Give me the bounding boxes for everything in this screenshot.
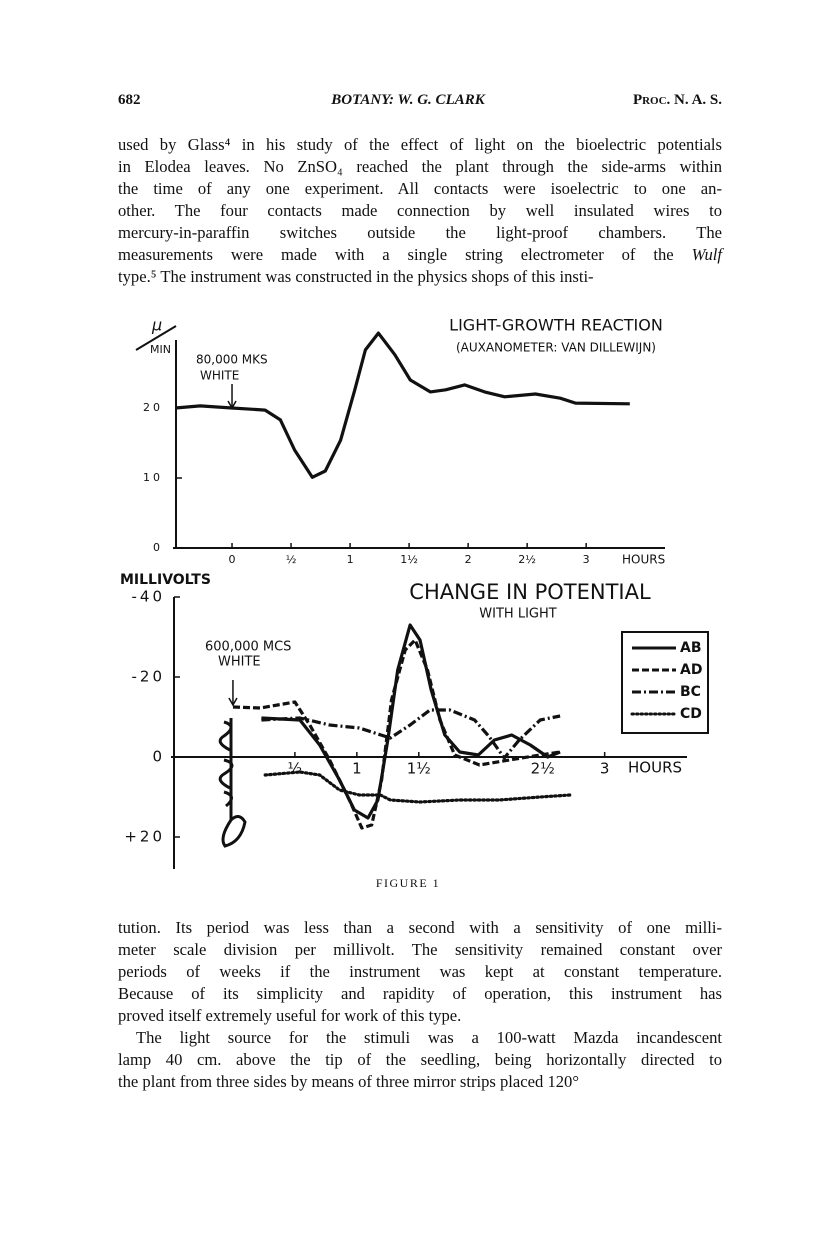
text-run: measurements were made with a single str…: [118, 245, 692, 264]
x-tick-label: 2: [465, 553, 472, 566]
text-run: lamp 40 cm. above the tip of the seedlin…: [118, 1050, 722, 1069]
text-run: meter scale division per millivolt. The …: [118, 940, 722, 959]
paragraph: tution. Its period was less than a secon…: [118, 917, 722, 1027]
text-run: periods of weeks if the instrument was k…: [118, 962, 722, 981]
text-line: proved itself extremely useful for work …: [118, 1005, 722, 1027]
y-tick-label: 0: [152, 748, 165, 766]
text-run: the plant from three sides by means of t…: [118, 1072, 579, 1091]
x-tick-label: 2½: [531, 760, 555, 778]
annotation: 80,000 MKS: [196, 353, 268, 367]
x-tick-label: 1½: [407, 760, 431, 778]
text-run: The light source for the stimuli was a 1…: [136, 1028, 722, 1047]
text-run: the time of any one experiment. All cont…: [118, 179, 722, 198]
x-tick-label: ½: [286, 553, 297, 566]
y-tick-label: 10: [143, 471, 163, 484]
y-tick-label: 0: [153, 541, 163, 554]
x-tick-label: 3: [600, 760, 610, 778]
y-tick-label: -20: [132, 668, 166, 686]
chart-subtitle: (AUXANOMETER: VAN DILLEWIJN): [456, 341, 656, 355]
text-run: mercury-in-paraffin switches outside the…: [118, 223, 722, 242]
text-run: type.⁵ The instrument was constructed in…: [118, 267, 594, 286]
paragraph: used by Glass⁴ in his study of the effec…: [118, 134, 722, 288]
text-line: used by Glass⁴ in his study of the effec…: [118, 134, 722, 156]
y-tick-label: +20: [124, 828, 165, 846]
text-run: tution. Its period was less than a secon…: [118, 918, 722, 937]
text-line: in Elodea leaves. No ZnSO₄ reached the p…: [118, 156, 722, 178]
running-title: BOTANY: W. G. CLARK: [331, 92, 485, 108]
series-line: [261, 708, 561, 760]
series-line: [263, 770, 572, 804]
text-line: tution. Its period was less than a secon…: [118, 917, 722, 939]
text-run: Wulf: [691, 245, 722, 264]
y-tick-label: -40: [132, 588, 166, 606]
x-tick-label: ½: [288, 760, 303, 778]
text-line: type.⁵ The instrument was constructed in…: [118, 266, 722, 288]
chart-title: LIGHT-GROWTH REACTION: [449, 316, 663, 335]
x-tick-label: 1½: [400, 553, 418, 566]
text-line: measurements were made with a single str…: [118, 244, 722, 266]
series-line: [175, 331, 630, 479]
annotation: 600,000 MCS: [205, 640, 291, 655]
legend-label: BC: [680, 684, 701, 700]
x-tick-label: 1: [347, 553, 354, 566]
page-number: 682: [118, 92, 141, 108]
y-label: MILLIVOLTS: [120, 572, 211, 588]
x-label: HOURS: [622, 553, 665, 567]
text-line: other. The four contacts made connection…: [118, 200, 722, 222]
text-line: The light source for the stimuli was a 1…: [118, 1027, 722, 1049]
paragraph: The light source for the stimuli was a 1…: [118, 1027, 722, 1093]
text-run: other. The four contacts made connection…: [118, 201, 722, 220]
y-tick-label: 20: [143, 401, 163, 414]
series-line: [232, 638, 561, 830]
legend-label: AB: [680, 640, 702, 656]
legend-label: AD: [680, 662, 702, 678]
text-line: the plant from three sides by means of t…: [118, 1071, 722, 1093]
y-label: µ: [151, 316, 162, 335]
annotation: WHITE: [218, 655, 261, 670]
arrow-head: [228, 697, 238, 707]
legend-label: CD: [680, 706, 702, 722]
legend-box: [621, 631, 709, 734]
text-line: lamp 40 cm. above the tip of the seedlin…: [118, 1049, 722, 1071]
annotation: WHITE: [200, 369, 239, 383]
y-label-slash: [135, 325, 177, 351]
x-tick-label: 3: [583, 553, 590, 566]
figure-caption: FIGURE 1: [375, 876, 441, 890]
chart-title: CHANGE IN POTENTIAL: [409, 580, 651, 604]
text-line: meter scale division per millivolt. The …: [118, 939, 722, 961]
y-label: MIN: [150, 343, 171, 356]
text-run: proved itself extremely useful for work …: [118, 1006, 462, 1025]
plant-drawing: [218, 718, 247, 848]
x-label: HOURS: [628, 759, 682, 777]
text-line: periods of weeks if the instrument was k…: [118, 961, 722, 983]
journal: Proc. N. A. S.: [632, 92, 722, 108]
text-run: Because of its simplicity and rapidity o…: [118, 984, 722, 1003]
series-line: [261, 623, 561, 820]
x-tick-label: 1: [352, 760, 362, 778]
text-line: Because of its simplicity and rapidity o…: [118, 983, 722, 1005]
text-run: used by Glass⁴ in his study of the effec…: [118, 135, 722, 154]
x-tick-label: 0: [229, 553, 236, 566]
text-line: mercury-in-paraffin switches outside the…: [118, 222, 722, 244]
x-tick-label: 2½: [518, 553, 536, 566]
text-line: the time of any one experiment. All cont…: [118, 178, 722, 200]
text-run: in Elodea leaves. No ZnSO₄ reached the p…: [118, 157, 722, 176]
chart-subtitle: WITH LIGHT: [479, 607, 556, 622]
